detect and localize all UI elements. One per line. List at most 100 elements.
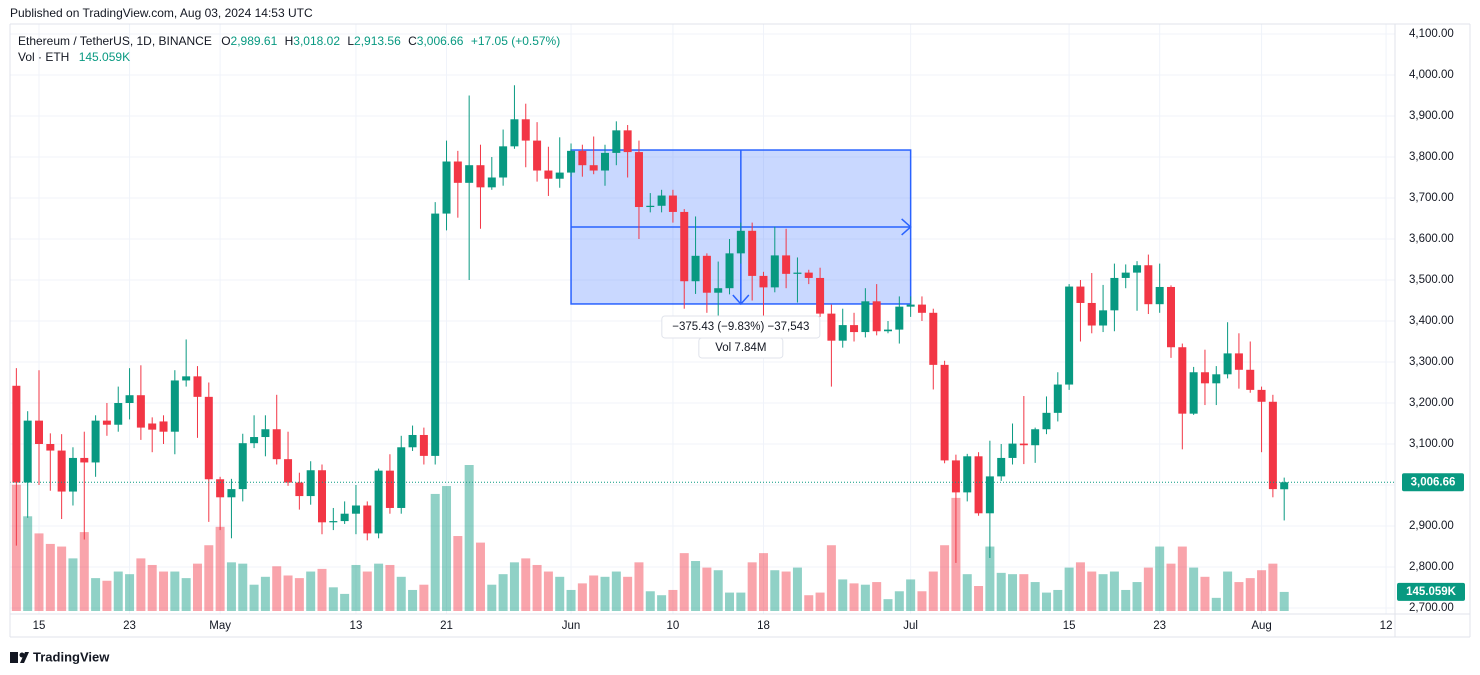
x-tick-label: 21 <box>440 620 453 632</box>
volume-bar <box>589 575 599 611</box>
volume-bar <box>974 586 984 611</box>
candle-body <box>306 470 315 497</box>
legend-high: 3,018.02 <box>293 34 340 48</box>
x-tick-label: 23 <box>123 620 136 632</box>
volume-bar <box>600 576 610 611</box>
last-volume-tag <box>1397 582 1465 601</box>
x-tick-label: Aug <box>1251 620 1271 632</box>
candle-body <box>193 376 202 397</box>
candle-body <box>1110 277 1119 311</box>
candle-body <box>1144 265 1153 305</box>
volume-bar <box>770 570 780 611</box>
measure-arrow-right <box>901 218 912 236</box>
volume-bar <box>815 592 825 611</box>
y-tick-label: 4,100.00 <box>1409 28 1454 40</box>
volume-bar <box>136 558 146 611</box>
candle-body <box>1257 389 1266 402</box>
volume-bar <box>374 563 384 611</box>
volume-bar <box>272 566 282 611</box>
volume-bar <box>781 571 791 611</box>
volume-bar <box>1166 563 1176 611</box>
volume-bar <box>215 526 225 611</box>
candle-body <box>182 376 191 381</box>
candle-body <box>589 165 598 171</box>
candle-body <box>997 457 1006 477</box>
volume-bar <box>928 571 938 611</box>
volume-bar <box>91 578 101 611</box>
volume-bar <box>113 571 123 611</box>
volume-bar <box>577 583 587 611</box>
volume-bar <box>340 593 350 611</box>
y-tick-label: 2,800.00 <box>1409 561 1454 573</box>
volume-bar <box>1041 592 1051 611</box>
volume-bar <box>419 584 429 611</box>
legend-high-prefix: H <box>285 34 294 48</box>
candle-body <box>816 277 825 314</box>
volume-bar <box>396 576 406 611</box>
candle-body <box>895 306 904 330</box>
candle-body <box>1178 347 1187 414</box>
last-price-tag <box>1402 473 1464 492</box>
candle-body <box>1008 443 1017 458</box>
volume-bar <box>849 583 859 611</box>
candle-body <box>363 505 372 534</box>
candle-body <box>329 521 338 523</box>
volume-bar <box>226 562 236 611</box>
y-tick-label: 4,000.00 <box>1409 69 1454 81</box>
volume-bar <box>713 570 723 611</box>
candle-body <box>1087 302 1096 326</box>
volume-bar <box>736 592 746 611</box>
candle-body <box>419 434 428 456</box>
candle-body <box>1042 412 1051 430</box>
volume-bar <box>79 532 89 611</box>
volume-bar <box>442 486 452 611</box>
candle-body <box>68 457 77 492</box>
candle-body <box>702 255 711 293</box>
y-tick-label: 3,100.00 <box>1409 438 1454 450</box>
volume-bar <box>657 595 667 611</box>
y-tick-label: 3,400.00 <box>1409 315 1454 327</box>
candle-body <box>985 476 994 514</box>
volume-bar <box>464 465 474 611</box>
volume-bar <box>249 584 259 611</box>
volume-bar <box>1268 563 1278 611</box>
y-tick-label: 3,700.00 <box>1409 192 1454 204</box>
volume-bar <box>1053 589 1063 611</box>
candle-body <box>216 479 225 498</box>
volume-bar <box>498 574 508 611</box>
volume-bar <box>1245 578 1255 611</box>
candle-body <box>476 165 485 188</box>
volume-bar <box>1189 567 1199 611</box>
candle-body <box>159 421 168 432</box>
volume-bar <box>1019 574 1029 611</box>
volume-bar <box>543 571 553 611</box>
last-volume-label: 145.059K <box>1406 586 1457 598</box>
volume-bar <box>317 568 327 611</box>
candle-body <box>261 429 270 438</box>
x-tick-label: 18 <box>757 620 770 632</box>
candle-body <box>1189 372 1198 414</box>
published-note: Published on TradingView.com, Aug 03, 20… <box>10 6 313 20</box>
volume-bar <box>408 589 418 611</box>
volume-bar <box>872 582 882 611</box>
volume-bar <box>1200 576 1210 611</box>
candle-body <box>272 429 281 460</box>
volume-bar <box>566 589 576 611</box>
candle-body <box>80 457 89 463</box>
volume-bar <box>985 546 995 611</box>
candle-body <box>793 272 802 274</box>
candle-body <box>284 459 293 483</box>
candle-body <box>521 119 530 141</box>
candle-body <box>634 152 643 208</box>
candle-body <box>601 152 609 171</box>
brand: TradingView <box>33 649 110 664</box>
volume-bar <box>362 571 372 611</box>
volume-bar <box>487 584 497 611</box>
candle-body <box>12 385 21 483</box>
candle-body <box>1234 353 1243 370</box>
volume-bar <box>634 562 644 611</box>
candle-body <box>963 456 972 493</box>
candle-body <box>35 420 43 444</box>
volume-bar <box>192 563 202 611</box>
volume-bar <box>792 567 802 611</box>
